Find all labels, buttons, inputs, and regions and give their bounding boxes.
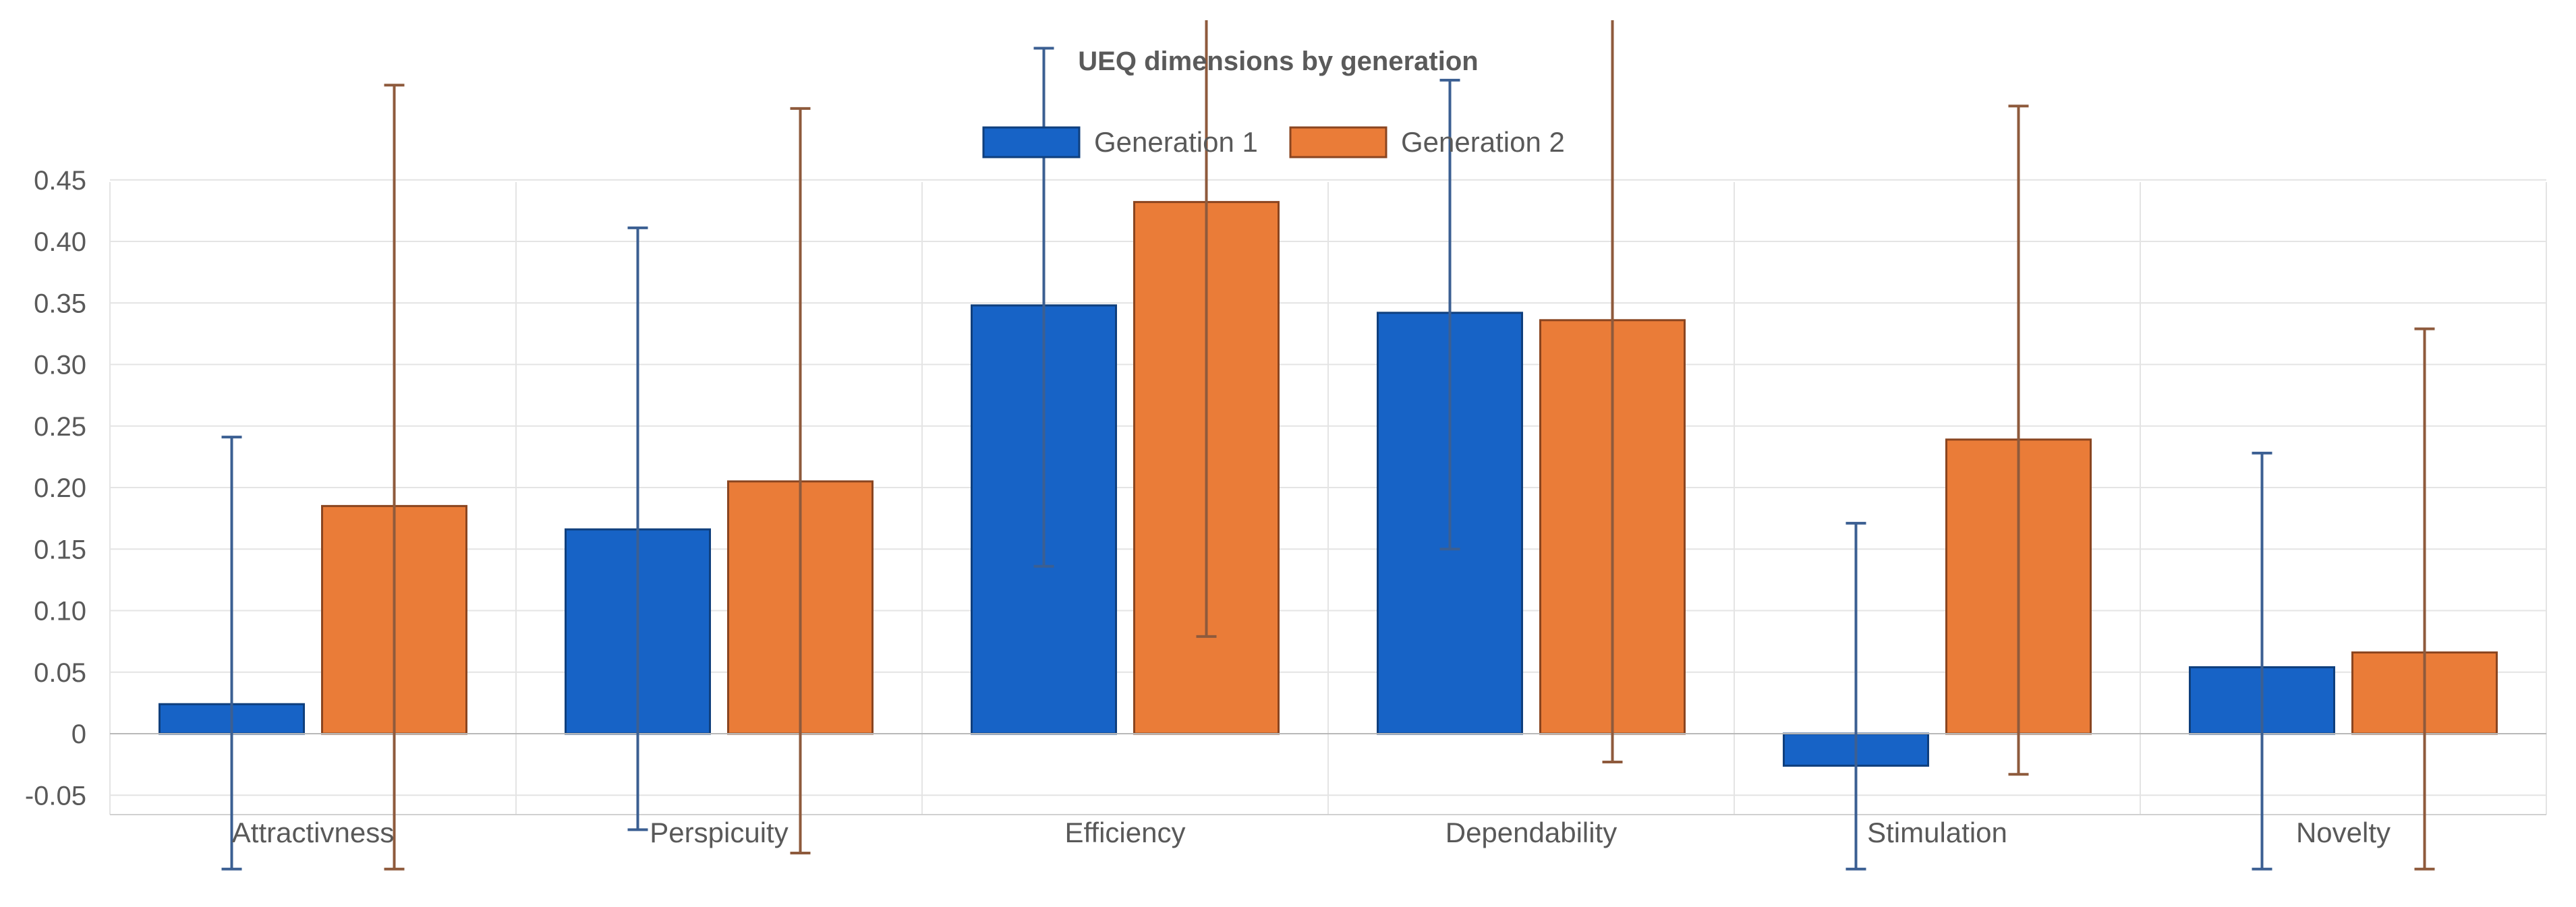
y-tick-label: 0.15 (34, 535, 86, 564)
x-tick-label: Efficiency (1065, 817, 1186, 848)
y-tick-label: 0 (71, 720, 86, 749)
y-tick-label: -0.05 (25, 781, 86, 811)
x-tick-label: Attractivness (232, 817, 394, 848)
legend-swatch-generation-2 (1289, 126, 1387, 158)
legend-label-generation-2: Generation 2 (1401, 126, 1565, 158)
y-tick-label: 0.35 (34, 289, 86, 318)
x-tick-label: Stimulation (1867, 817, 2007, 848)
legend-swatch-generation-1 (982, 126, 1081, 158)
y-tick-label: 0.05 (34, 658, 86, 688)
chart-title: UEQ dimensions by generation (1078, 47, 1478, 76)
axes (110, 733, 2546, 815)
y-tick-label: 0.40 (34, 227, 86, 257)
y-tick-label: 0.20 (34, 473, 86, 503)
x-axis-labels: Attractivness Perspicuity Efficiency Depend… (232, 817, 2391, 848)
y-axis-ticks: -0.05 0 0.05 0.10 0.15 0.20 0.25 0.30 0.35 0.40 0.… (25, 166, 86, 811)
gridlines (109, 179, 2547, 815)
x-tick-label: Novelty (2296, 817, 2391, 848)
y-tick-label: 0.45 (34, 166, 86, 196)
legend-label-generation-1: Generation 1 (1094, 126, 1258, 158)
y-tick-label: 0.10 (34, 597, 86, 626)
y-tick-label: 0.25 (34, 412, 86, 442)
legend: Generation 1 Generation 2 (982, 126, 1565, 158)
error-bars (221, 20, 2435, 871)
x-tick-label: Perspicuity (650, 817, 788, 848)
y-tick-label: 0.30 (34, 351, 86, 380)
x-tick-label: Dependability (1446, 817, 1618, 848)
